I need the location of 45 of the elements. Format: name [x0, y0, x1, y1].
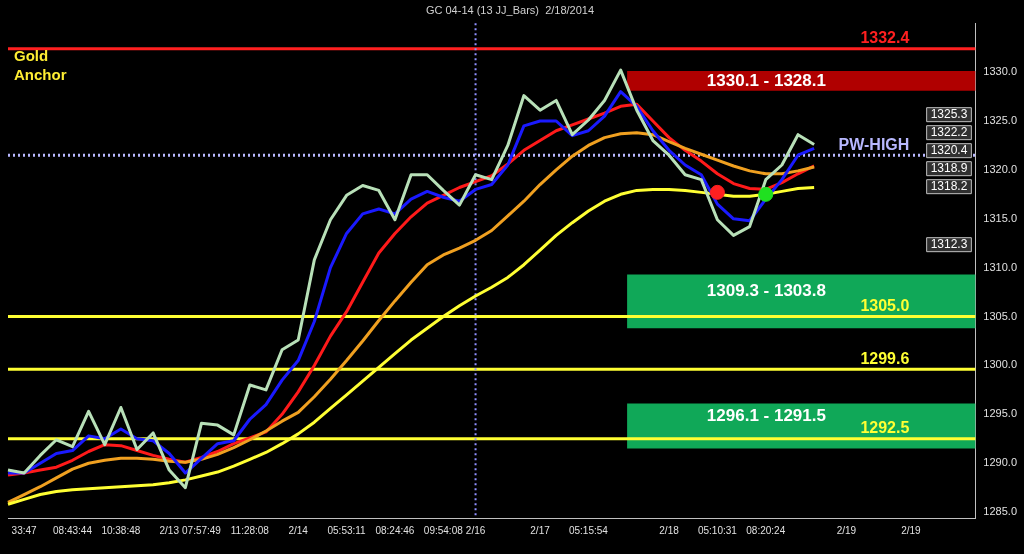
x-tick-label: 10:38:48 [101, 524, 141, 536]
ref-line-label: 1299.6 [860, 349, 910, 367]
annotation: 1322.2 [930, 124, 968, 139]
x-tick-label: 08:24:46 [375, 524, 415, 536]
ref-line-label: 1305.0 [860, 296, 910, 314]
annotation: Anchor [14, 65, 67, 83]
annotation: 1325.3 [930, 106, 968, 121]
band-label: 1296.1 - 1291.5 [706, 405, 826, 425]
x-tick-label: 2/19 [901, 524, 922, 536]
y-tick-label: 1290.0 [983, 456, 1018, 469]
chart-title: GC 04-14 (13 JJ_Bars) 2/18/2014 [425, 3, 595, 16]
x-tick-label: 09:54:08 [423, 524, 464, 536]
ref-line-label: PW-HIGH [838, 135, 910, 153]
ref-line-label: 1292.5 [860, 419, 910, 437]
x-tick-label: 08:43:44 [53, 524, 93, 536]
y-tick-label: 1320.0 [983, 162, 1018, 175]
annotation: Gold [14, 46, 49, 64]
x-tick-label: 08:20:24 [746, 524, 786, 536]
y-tick-label: 1300.0 [983, 358, 1018, 371]
x-tick-label: 2/18 [659, 524, 680, 536]
y-tick-label: 1325.0 [983, 114, 1018, 127]
x-tick-label: 2/13 [159, 524, 180, 536]
x-tick-label: 05:10:31 [697, 524, 738, 536]
band-label: 1309.3 - 1303.8 [706, 281, 826, 301]
x-tick-label: 11:28:08 [230, 524, 270, 536]
x-tick-label: 05:53:11 [327, 524, 367, 536]
x-tick-label: 2/14 [288, 524, 309, 536]
y-tick-label: 1330.0 [983, 65, 1018, 78]
annotation: 1320.4 [930, 142, 968, 157]
annotation: 1318.2 [930, 178, 968, 193]
y-tick-label: 1315.0 [983, 211, 1018, 224]
annotation: 1312.3 [930, 236, 968, 251]
x-tick-label: 2/16 [465, 524, 486, 536]
y-tick-label: 1285.0 [983, 505, 1018, 518]
x-tick-label: 05:15:54 [568, 524, 609, 536]
y-tick-label: 1295.0 [983, 407, 1018, 420]
y-tick-label: 1310.0 [983, 260, 1018, 273]
x-tick-label: 2/19 [836, 524, 857, 536]
band-label: 1330.1 - 1328.1 [706, 70, 826, 90]
ref-line-label: 1332.4 [860, 29, 910, 47]
x-tick-label: 33:47 [11, 524, 38, 536]
y-tick-label: 1305.0 [983, 309, 1018, 322]
x-tick-label: 07:57:49 [182, 524, 222, 536]
x-tick-label: 2/17 [530, 524, 551, 536]
annotation: 1318.9 [930, 160, 968, 175]
